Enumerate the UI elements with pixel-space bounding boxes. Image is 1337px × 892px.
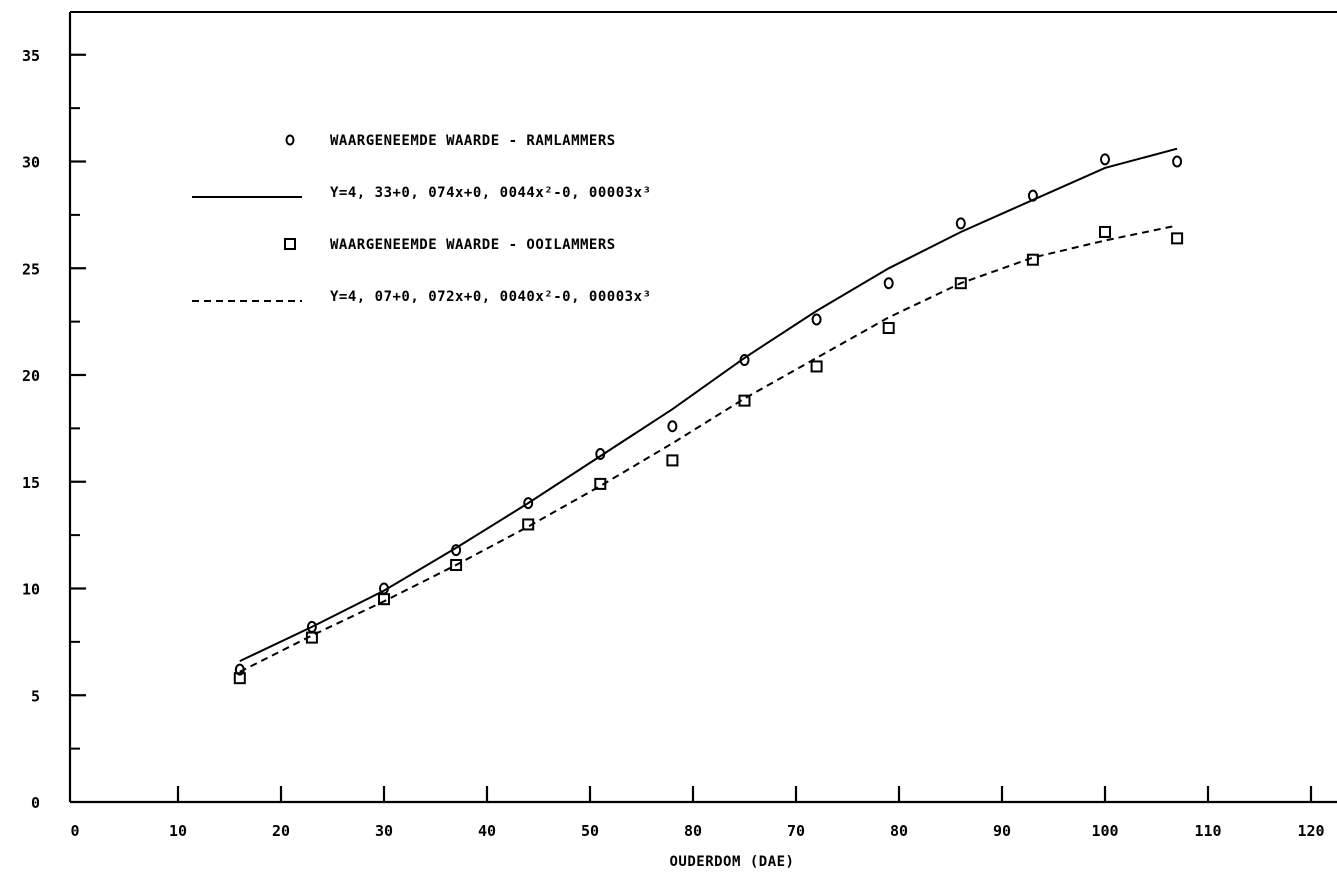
ooilammers-point bbox=[666, 454, 679, 467]
ooilammers-point bbox=[450, 559, 463, 572]
y-tick-label: 25 bbox=[22, 260, 40, 278]
ramlammers-point bbox=[1100, 153, 1110, 166]
ooilammers-point bbox=[594, 477, 607, 490]
x-tick-label: 70 bbox=[787, 822, 805, 840]
ooilammers-point bbox=[882, 322, 895, 335]
x-tick-label: 110 bbox=[1194, 822, 1221, 840]
legend: WAARGENEEMDE WAARDE - RAMLAMMERS Y=4, 33+… bbox=[192, 133, 651, 305]
axis-ticks: 0 10 20 30 40 50 80 70 80 90 100 110 120 0 5 10 15 20 25 30… bbox=[22, 47, 1325, 840]
legend-label: Y=4, 07+0, 072x+0, 0040x²-0, 00003x³ bbox=[330, 289, 651, 305]
x-tick-label: 90 bbox=[993, 822, 1011, 840]
x-axis-title: OUDERDOM (DAE) bbox=[669, 854, 794, 870]
legend-label: WAARGENEEMDE WAARDE - OOILAMMERS bbox=[330, 237, 616, 253]
legend-label: Y=4, 33+0, 074x+0, 0044x²-0, 00003x³ bbox=[330, 185, 651, 201]
ramlammers-point bbox=[234, 663, 245, 676]
ramlammers-point bbox=[1027, 189, 1038, 202]
y-tick-label: 20 bbox=[22, 367, 40, 385]
x-tick-label: 10 bbox=[169, 822, 187, 840]
ramlammers-point bbox=[523, 497, 534, 510]
ooilammers-point bbox=[1171, 232, 1184, 245]
legend-circle-marker bbox=[285, 134, 295, 146]
y-tick-label: 15 bbox=[22, 474, 40, 492]
y-tick-label: 35 bbox=[22, 47, 40, 65]
x-tick-label: 0 bbox=[70, 822, 79, 840]
y-tick-label: 10 bbox=[22, 581, 40, 599]
observed-points bbox=[233, 153, 1184, 685]
x-tick-label: 50 bbox=[581, 822, 599, 840]
x-tick-label: 40 bbox=[478, 822, 496, 840]
legend-square-marker bbox=[284, 238, 296, 250]
ooilammers-point bbox=[810, 360, 823, 373]
ramlammers-point bbox=[451, 544, 462, 557]
ramlammers-point bbox=[595, 447, 606, 460]
y-tick-label: 5 bbox=[31, 687, 40, 705]
ramlammers-point bbox=[1172, 155, 1183, 168]
ramlammers-fit-curve bbox=[239, 147, 1178, 663]
ooilammers-fit-curve bbox=[239, 224, 1178, 673]
x-tick-label: 20 bbox=[272, 822, 290, 840]
x-tick-label: 80 bbox=[684, 822, 702, 840]
ramlammers-point bbox=[955, 217, 966, 230]
y-tick-label: 30 bbox=[22, 154, 40, 172]
x-tick-label: 100 bbox=[1091, 822, 1118, 840]
ooilammers-point bbox=[1099, 225, 1111, 238]
ooilammers-point bbox=[522, 518, 535, 531]
ooilammers-point bbox=[233, 672, 246, 685]
ramlammers-point bbox=[811, 313, 822, 326]
x-tick-label: 80 bbox=[890, 822, 908, 840]
ooilammers-point bbox=[378, 593, 390, 606]
legend-label: WAARGENEEMDE WAARDE - RAMLAMMERS bbox=[330, 133, 616, 149]
fitted-curves bbox=[239, 147, 1178, 673]
ramlammers-point bbox=[739, 354, 750, 367]
ooilammers-point bbox=[738, 394, 751, 407]
ramlammers-point bbox=[883, 277, 894, 290]
ramlammers-point bbox=[667, 420, 678, 433]
x-tick-label: 30 bbox=[375, 822, 393, 840]
axes bbox=[68, 11, 1337, 804]
ooilammers-point bbox=[1026, 253, 1039, 266]
ooilammers-point bbox=[954, 277, 967, 290]
y-tick-label: 0 bbox=[31, 794, 40, 812]
ooilammers-point bbox=[305, 631, 318, 644]
x-tick-label: 120 bbox=[1297, 822, 1324, 840]
